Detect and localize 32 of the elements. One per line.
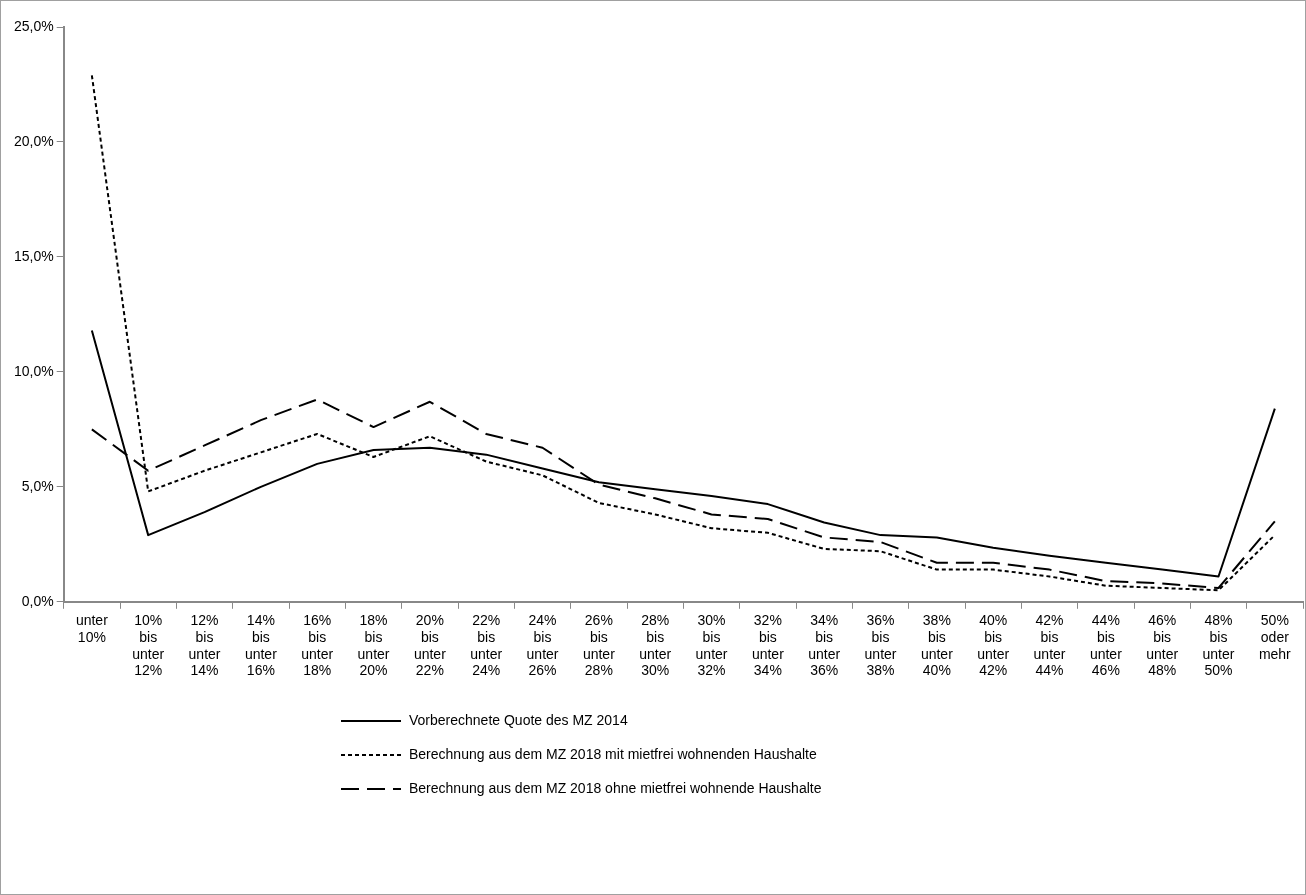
x-tick-label: 34% bis unter 36% — [808, 612, 841, 679]
legend-label: Berechnung aus dem MZ 2018 mit mietfrei wohnenden Haushalte — [409, 745, 817, 762]
x-tick-label: 44% bis unter 46% — [1089, 612, 1123, 679]
x-tick-label: 12% bis unter 14% — [188, 612, 221, 679]
x-tick-label: 38% bis unter 40% — [920, 612, 954, 679]
x-tick-label: 40% bis unter 42% — [977, 612, 1010, 679]
legend-label: Berechnung aus dem MZ 2018 ohne mietfrei wohnende Haushalte — [409, 779, 822, 796]
legend-label: Vorberechnete Quote des MZ 2014 — [409, 711, 628, 728]
x-tick-label: 18% bis unter 20% — [357, 612, 390, 679]
x-tick-label: 36% bis unter 38% — [864, 612, 897, 679]
line-series — [90, 74, 1276, 592]
x-tick-label: 26% bis unter 28% — [582, 612, 616, 679]
x-tick-label: 30% bis unter 32% — [695, 612, 728, 679]
x-tick-label: 20% bis unter 22% — [413, 612, 447, 679]
x-tick-label: 50% oder mehr — [1258, 612, 1292, 662]
x-tick-label: 46% bis unter 48% — [1146, 612, 1179, 679]
x-tick-label: 42% bis unter 44% — [1033, 612, 1066, 679]
y-tick-label: 0,0% — [21, 592, 54, 609]
x-tick-label: 16% bis unter 18% — [301, 612, 334, 679]
y-tick-label: 10,0% — [13, 362, 54, 379]
x-tick-label: unter 10% — [75, 612, 109, 645]
x-tick-label: 14% bis unter 16% — [244, 612, 278, 679]
x-tick-label: 48% bis unter 50% — [1202, 612, 1235, 679]
x-tick-label: 24% bis unter 26% — [526, 612, 559, 679]
x-tick-label: 10% bis unter 12% — [132, 612, 165, 679]
x-tick-label: 22% bis unter 24% — [470, 612, 503, 679]
x-tick-label: 28% bis unter 30% — [639, 612, 672, 679]
y-tick-label: 25,0% — [13, 17, 54, 34]
y-tick-label: 15,0% — [13, 247, 54, 264]
x-tick-label: 32% bis unter 34% — [751, 612, 785, 679]
y-tick-label: 20,0% — [13, 132, 54, 149]
y-tick-label: 5,0% — [21, 477, 54, 494]
